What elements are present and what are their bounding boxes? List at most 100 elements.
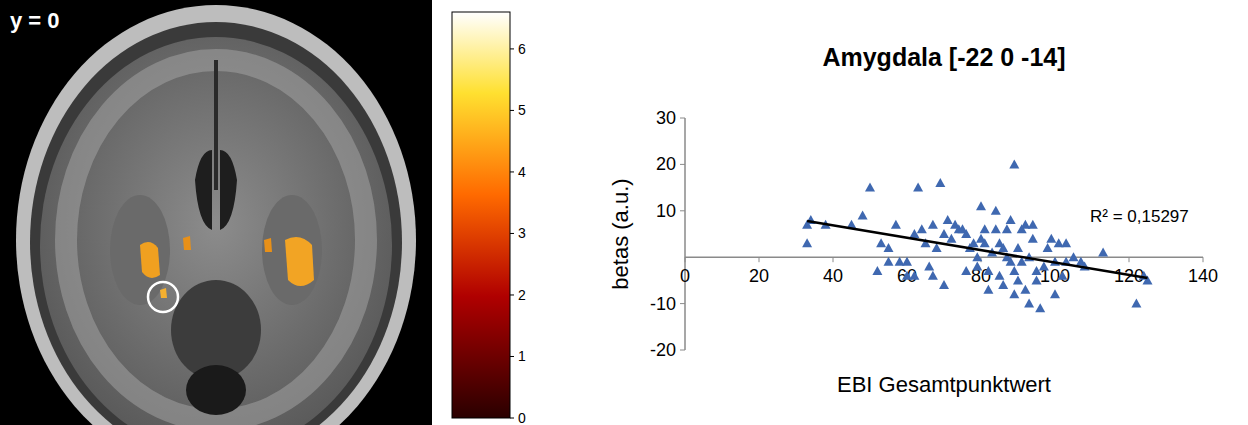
data-point <box>1098 248 1108 257</box>
data-point <box>943 215 953 224</box>
colorbar-tick <box>510 294 514 295</box>
data-point <box>1050 289 1060 298</box>
colorbar-tick-label: 4 <box>518 164 526 180</box>
y-tick <box>680 303 685 304</box>
x-tick-label: 20 <box>749 266 769 286</box>
data-point <box>1035 303 1045 312</box>
y-tick-label: -10 <box>650 294 676 314</box>
midline <box>214 60 218 190</box>
data-point <box>1131 299 1141 308</box>
cortex <box>66 60 366 420</box>
x-tick-label: 40 <box>823 266 843 286</box>
colorbar-tick <box>510 356 514 357</box>
colorbar-tick-label: 2 <box>518 287 526 303</box>
x-tick-label: 140 <box>1188 266 1218 286</box>
data-point <box>884 257 894 266</box>
data-point <box>917 224 927 233</box>
data-point <box>1009 289 1019 298</box>
data-point <box>865 183 875 192</box>
data-point <box>969 238 979 247</box>
insula-left <box>110 195 170 305</box>
slice-label: y = 0 <box>10 8 60 33</box>
y-axis <box>684 118 686 350</box>
data-point <box>1009 266 1019 275</box>
activation-amygdala <box>160 288 167 298</box>
data-point <box>1002 224 1012 233</box>
data-point <box>961 229 971 238</box>
data-point <box>1043 243 1053 252</box>
insula-right <box>262 195 322 305</box>
colorbar-tick <box>510 233 514 234</box>
data-point <box>935 178 945 187</box>
data-point <box>858 210 868 219</box>
data-point <box>1057 271 1067 280</box>
activation-right-small <box>264 238 272 252</box>
colorbar-tick <box>510 48 514 49</box>
data-point <box>998 280 1008 289</box>
data-point <box>1069 252 1079 261</box>
ventricles <box>195 150 237 230</box>
data-point <box>1024 299 1034 308</box>
y-tick-label: 30 <box>656 108 676 128</box>
data-point <box>1009 159 1019 168</box>
data-point <box>972 252 982 261</box>
colorbar-tick <box>510 418 514 419</box>
x-tick <box>1129 257 1130 262</box>
colorbar-tick-label: 3 <box>518 225 526 241</box>
x-tick <box>1203 257 1204 262</box>
data-point <box>909 229 919 238</box>
colorbar: 0123456 <box>452 12 526 425</box>
brain-image: y = 0 <box>0 0 432 425</box>
r-squared-label: R² = 0,15297 <box>1090 207 1189 226</box>
data-point <box>983 285 993 294</box>
data-point <box>884 243 894 252</box>
x-axis <box>685 256 1203 258</box>
data-point <box>802 238 812 247</box>
data-point <box>1039 261 1049 270</box>
data-point <box>891 220 901 229</box>
data-point <box>976 201 986 210</box>
colorbar-tick-label: 0 <box>518 410 526 425</box>
y-tick-label: -20 <box>650 340 676 360</box>
data-point <box>1020 285 1030 294</box>
x-tick <box>759 257 760 262</box>
y-axis-title: betas (a.u.) <box>608 178 633 289</box>
data-point <box>928 271 938 280</box>
data-point <box>991 206 1001 215</box>
x-tick-label: 0 <box>680 266 690 286</box>
data-point <box>1046 234 1056 243</box>
x-tick <box>685 257 686 262</box>
colorbar-tick <box>510 171 514 172</box>
data-point <box>1013 243 1023 252</box>
data-point <box>980 238 990 247</box>
data-point <box>909 271 919 280</box>
y-tick-label: 10 <box>656 201 676 221</box>
data-point <box>983 266 993 275</box>
activation-right <box>285 237 314 286</box>
data-point <box>991 224 1001 233</box>
activation-left <box>140 242 160 278</box>
y-tick <box>680 210 685 211</box>
data-point <box>946 234 956 243</box>
data-point <box>1028 234 1038 243</box>
data-point <box>1006 257 1016 266</box>
colorbar-tick-label: 5 <box>518 102 526 118</box>
data-point <box>980 224 990 233</box>
scalp <box>16 5 416 425</box>
y-tick <box>680 118 685 119</box>
colorbar-tick-label: 6 <box>518 41 526 57</box>
plot-marks <box>802 159 1152 312</box>
scatter-chart: Amygdala [-22 0 -14]-20-1010203002040608… <box>608 43 1218 397</box>
data-point <box>939 229 949 238</box>
roi-circle <box>148 282 178 312</box>
data-point <box>961 266 971 275</box>
data-point <box>1028 220 1038 229</box>
data-point <box>902 257 912 266</box>
data-point <box>876 238 886 247</box>
brain <box>40 37 392 425</box>
activation-left-small <box>183 236 191 250</box>
chart-title: Amygdala [-22 0 -14] <box>822 43 1065 71</box>
data-point <box>1032 275 1042 284</box>
data-point <box>924 261 934 270</box>
data-point <box>998 243 1008 252</box>
